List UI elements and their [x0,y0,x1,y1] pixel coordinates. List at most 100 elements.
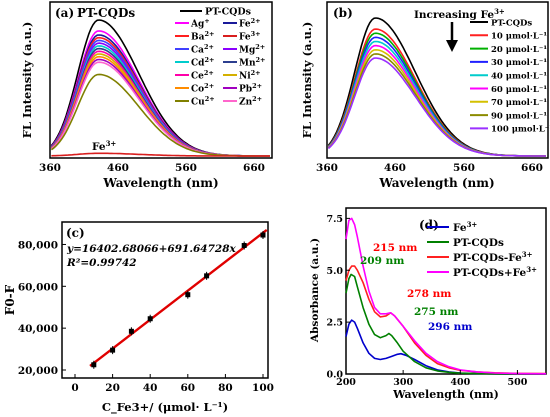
legend-label: PT-CQDs [453,237,504,249]
decrease-arrow-icon [446,40,458,52]
panel-a-xtick: 560 [175,162,197,174]
annot-215nm: 215 nm [373,242,417,254]
legend-label: Co2+ [191,82,214,95]
absorbance-line [345,273,546,375]
panel-a-fe-label: Fe3+ [92,139,116,153]
legend-label: PT-CQDs-Fe3+ [453,250,533,264]
panel-b-xtick: 660 [521,162,543,174]
panel-a-xtick: 660 [243,162,265,174]
panel-a-xtick: 460 [107,162,129,174]
legend-label: Ba2+ [191,30,214,43]
panel-d-axes: 200 300 400 500 0.0 2.5 5.0 7.5 [326,214,527,388]
panel-d: (d) Fe3+PT-CQDsPT-CQDs-Fe3+PT-CQDs+Fe3+ … [309,207,547,401]
panel-a-top-label: PT-CQDs [77,6,135,20]
spectrum-line [327,57,546,157]
legend-label: PT-CQDs [205,7,251,18]
x-tick-label: 300 [393,377,413,388]
y-tick-label: 40,000 [18,323,58,335]
panel-a-x-axis: 360 460 560 660 Wavelength (nm) [39,162,265,190]
legend-label: Mg2+ [239,43,265,56]
annot-209nm: 209 nm [360,255,404,267]
spectrum-line [50,34,270,157]
panel-a-xlabel: Wavelength (nm) [102,176,218,190]
legend-label: Ca2+ [191,43,214,56]
panel-b-label: (b) [333,6,353,20]
panel-d-ylabel: Absorbance (a.u.) [309,238,321,343]
legend-label: 70 μmol·L⁻¹ [491,98,547,108]
legend-label: Fe3+ [239,30,261,43]
panel-c-xlabel: C_Fe3+/ (μmol· L⁻¹) [102,400,228,415]
legend-label: Ag+ [190,17,210,30]
x-tick-label: 80 [218,382,233,394]
panel-b-x-axis: 360 460 560 660 Wavelength (nm) [316,162,543,190]
legend-label: PT-CQDs [491,18,532,28]
x-tick-label: 0 [71,382,78,394]
legend-label: 30 μmol·L⁻¹ [491,58,547,68]
panel-b-xtick: 560 [453,162,475,174]
legend-label: Cu2+ [191,95,215,108]
annot-275nm: 275 nm [414,306,458,318]
panel-c-plot [89,228,268,369]
panel-b-frame [326,1,549,159]
legend-label: Mn2+ [239,56,266,69]
panel-c-ylabel: F0-F [3,284,17,315]
legend-label: Pb2+ [239,82,262,95]
panel-c-equation: y=16402.68066+691.64728x [66,243,237,255]
legend-label: Fe3+ [453,220,477,234]
panel-c-label: (c) [66,226,85,240]
legend-label: PT-CQDs+Fe3+ [453,265,537,279]
panel-b-xlabel: Wavelength (nm) [378,176,494,190]
panel-d-annotations: 215 nm 209 nm 278 nm 275 nm 296 nm [360,242,472,333]
panel-b-arrow-label: Increasing Fe3+ [414,7,505,21]
x-tick-label: 60 [180,382,195,394]
panel-b-legend: PT-CQDs 10 μmol·L⁻¹ 20 μmol·L⁻¹ 30 μmol·L⁻¹… [470,18,550,135]
panel-b-xtick: 460 [384,162,406,174]
x-tick-label: 100 [252,382,274,394]
y-tick-label: 20,000 [18,365,58,377]
panel-a-curves [50,19,270,157]
panel-a-label: (a) [55,6,74,20]
x-tick-label: 20 [105,382,120,394]
legend-label: 100 μmol·L⁻¹ [491,125,550,135]
absorbance-line [345,217,547,375]
legend-label: Zn2+ [239,95,262,108]
panel-c: (c) y=16402.68066+691.64728x R²=0.99742 … [3,221,274,415]
x-tick-label: 40 [143,382,158,394]
y-tick-label: 5.0 [326,266,343,277]
annot-278nm: 278 nm [407,288,451,300]
panel-a-ylabel: FL Intensity (a.u.) [20,22,34,139]
panel-a-xtick: 360 [39,162,61,174]
x-tick-label: 200 [336,377,356,388]
panel-c-r2: R²=0.99742 [66,257,137,269]
legend-label: Ni2+ [239,69,261,82]
panel-b-curves [327,17,546,157]
x-tick-label: 500 [508,377,528,388]
panel-d-curves [345,217,547,375]
legend-label: 90 μmol·L⁻¹ [491,111,547,121]
panel-d-xlabel: Wavelength (nm) [392,388,499,401]
legend-label: Fe2+ [239,17,261,30]
y-tick-label: 7.5 [326,214,343,225]
fit-line [89,228,268,367]
x-tick-label: 400 [450,377,470,388]
panel-d-label: (d) [419,218,439,232]
y-tick-label: 0.0 [326,370,343,381]
panel-c-axes: 0 20 40 60 80 100 20,000 40,000 60,000 80,000 [18,239,274,394]
legend-label: 10 μmol·L⁻¹ [491,32,547,42]
spectrum-line [50,19,270,157]
y-tick-label: 60,000 [18,281,58,293]
spectrum-line [51,152,270,157]
legend-label: 40 μmol·L⁻¹ [491,72,547,82]
absorbance-line [345,265,547,375]
panel-b-xtick: 360 [316,162,338,174]
panel-b-ylabel: FL Intensity (a.u.) [300,22,314,139]
legend-label: Ce2+ [191,69,214,82]
y-tick-label: 80,000 [18,239,58,251]
panel-a-frame [49,1,273,159]
legend-label: 20 μmol·L⁻¹ [491,45,547,55]
legend-label: Cd2+ [191,56,214,69]
